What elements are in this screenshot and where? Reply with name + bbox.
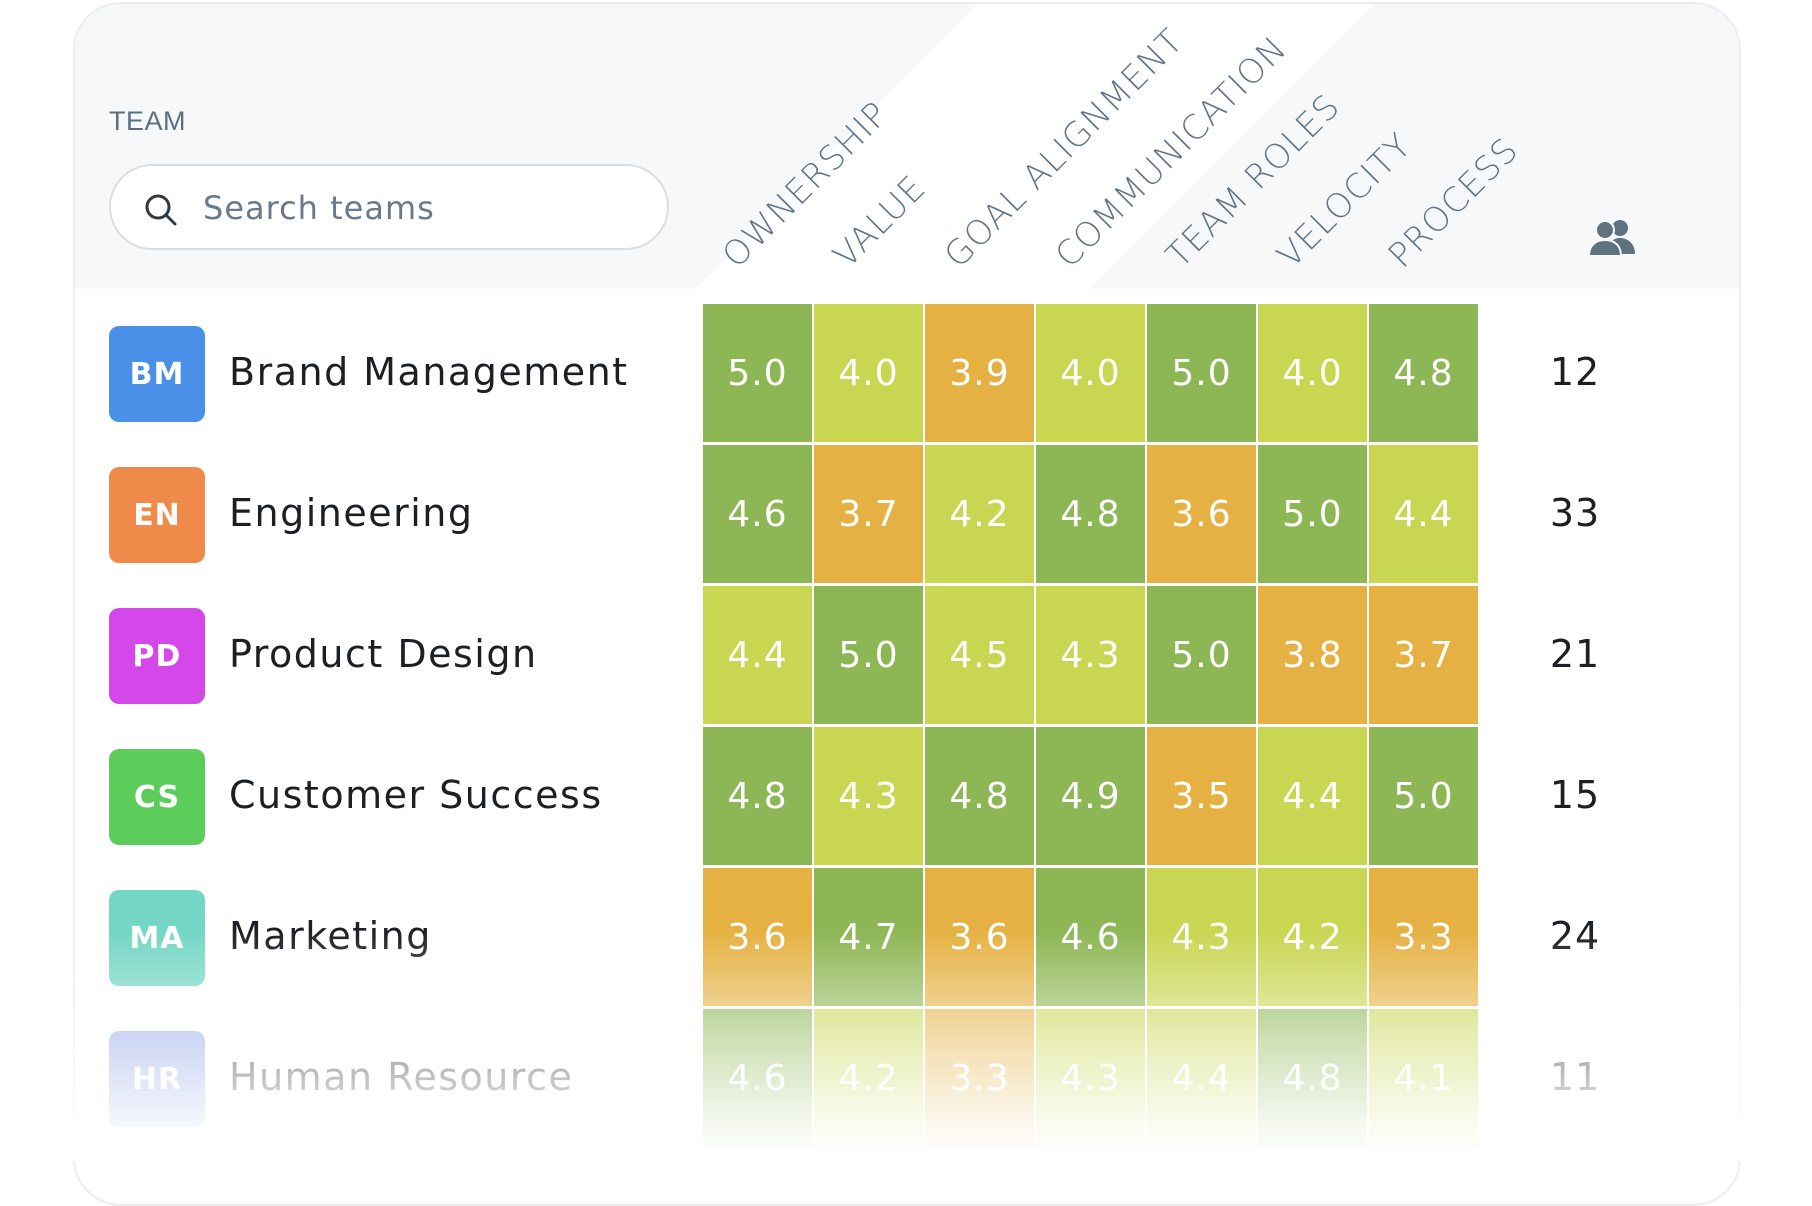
score-cell[interactable]: 3.8 bbox=[1258, 586, 1367, 724]
score-cell[interactable]: 4.3 bbox=[1036, 586, 1145, 724]
search-input[interactable] bbox=[201, 180, 645, 236]
score-cell[interactable]: 4.2 bbox=[925, 445, 1034, 583]
team-name[interactable]: Marketing bbox=[229, 914, 432, 958]
score-cell[interactable]: 4.0 bbox=[1036, 304, 1145, 442]
score-cell[interactable]: 4.6 bbox=[703, 445, 812, 583]
score-cell[interactable]: 3.7 bbox=[814, 445, 923, 583]
score-cell[interactable]: 4.6 bbox=[703, 1009, 812, 1147]
score-cell[interactable]: 4.4 bbox=[1147, 1009, 1256, 1147]
team-avatar: PD bbox=[109, 608, 205, 704]
member-count: 24 bbox=[1549, 914, 1601, 958]
member-count: 21 bbox=[1549, 632, 1601, 676]
search-icon bbox=[145, 194, 177, 226]
team-column-label: TEAM bbox=[109, 106, 187, 136]
team-avatar: MA bbox=[109, 890, 205, 986]
score-cell[interactable]: 4.6 bbox=[1036, 868, 1145, 1006]
score-cell[interactable]: 3.5 bbox=[1147, 727, 1256, 865]
score-cell[interactable]: 3.6 bbox=[703, 868, 812, 1006]
people-icon bbox=[1587, 220, 1635, 257]
score-cell[interactable]: 4.0 bbox=[1258, 304, 1367, 442]
score-cell[interactable]: 5.0 bbox=[814, 586, 923, 724]
score-cell[interactable]: 3.6 bbox=[925, 868, 1034, 1006]
member-count: 12 bbox=[1549, 350, 1601, 394]
header-diagonal bbox=[75, 4, 1739, 289]
team-name[interactable]: Engineering bbox=[229, 491, 474, 535]
member-count: 15 bbox=[1549, 773, 1601, 817]
score-cell[interactable]: 4.8 bbox=[925, 727, 1034, 865]
score-cell[interactable]: 4.2 bbox=[1258, 868, 1367, 1006]
score-cell[interactable]: 4.9 bbox=[1036, 727, 1145, 865]
score-cell[interactable]: 3.9 bbox=[925, 304, 1034, 442]
team-name[interactable]: Product Design bbox=[229, 632, 538, 676]
score-cell[interactable]: 3.3 bbox=[925, 1009, 1034, 1147]
score-cell[interactable]: 3.3 bbox=[1369, 868, 1478, 1006]
score-cell[interactable]: 4.7 bbox=[814, 868, 923, 1006]
score-cell[interactable]: 4.8 bbox=[1369, 304, 1478, 442]
score-cell[interactable]: 4.8 bbox=[1258, 1009, 1367, 1147]
team-avatar: HR bbox=[109, 1031, 205, 1127]
score-cell[interactable]: 5.0 bbox=[1369, 727, 1478, 865]
team-avatar: EN bbox=[109, 467, 205, 563]
team-name[interactable]: Human Resource bbox=[229, 1055, 574, 1099]
score-cell[interactable]: 3.7 bbox=[1369, 586, 1478, 724]
team-name[interactable]: Brand Management bbox=[229, 350, 629, 394]
score-cell[interactable]: 4.5 bbox=[925, 586, 1034, 724]
score-cell[interactable]: 3.6 bbox=[1147, 445, 1256, 583]
search-box[interactable] bbox=[109, 164, 669, 250]
score-cell[interactable]: 5.0 bbox=[1147, 586, 1256, 724]
score-cell[interactable]: 4.0 bbox=[814, 304, 923, 442]
team-avatar: BM bbox=[109, 326, 205, 422]
score-cell[interactable]: 4.3 bbox=[1036, 1009, 1145, 1147]
score-cell[interactable]: 4.3 bbox=[1147, 868, 1256, 1006]
score-cell[interactable]: 4.1 bbox=[1369, 1009, 1478, 1147]
score-cell[interactable]: 4.3 bbox=[814, 727, 923, 865]
score-cell[interactable]: 5.0 bbox=[1147, 304, 1256, 442]
member-count: 33 bbox=[1549, 491, 1601, 535]
score-cell[interactable]: 4.8 bbox=[1036, 445, 1145, 583]
score-cell[interactable]: 4.8 bbox=[703, 727, 812, 865]
member-count: 11 bbox=[1549, 1055, 1601, 1099]
score-cell[interactable]: 4.4 bbox=[1369, 445, 1478, 583]
score-cell[interactable]: 4.2 bbox=[814, 1009, 923, 1147]
team-avatar: CS bbox=[109, 749, 205, 845]
team-name[interactable]: Customer Success bbox=[229, 773, 603, 817]
score-cell[interactable]: 5.0 bbox=[703, 304, 812, 442]
score-cell[interactable]: 4.4 bbox=[1258, 727, 1367, 865]
score-cell[interactable]: 5.0 bbox=[1258, 445, 1367, 583]
score-cell[interactable]: 4.4 bbox=[703, 586, 812, 724]
